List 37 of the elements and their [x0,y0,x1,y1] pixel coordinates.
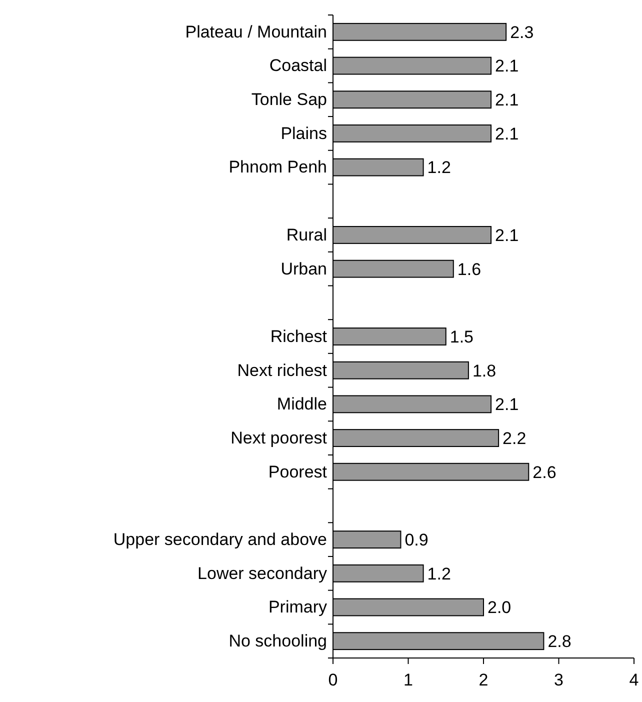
data-label: 2.1 [495,90,519,110]
data-label: 2.1 [495,226,519,245]
y-tick-label: Plains [280,124,327,143]
data-label: 1.8 [472,361,496,380]
x-tick-label: 1 [404,670,413,690]
data-label: 2.3 [510,22,534,42]
y-tick-label: Upper secondary and above [113,530,327,549]
data-label: 2.1 [495,56,519,76]
y-tick-label: Middle [276,394,327,414]
y-tick-label: Plateau / Mountain [185,22,327,42]
y-tick-label: Next richest [237,360,328,380]
y-tick-label: Tonle Sap [251,90,327,110]
y-tick-label: No schooling [228,632,327,651]
x-tick-label: 3 [554,670,564,690]
y-tick-label: Richest [270,326,328,346]
data-label: 2.8 [548,632,572,652]
x-tick-label: 0 [328,670,338,690]
y-tick-label: Primary [268,598,328,617]
data-label: 2.0 [488,598,512,618]
y-tick-label: Urban [280,259,327,278]
y-tick-label: Rural [286,225,327,244]
x-tick-label: 4 [629,670,639,690]
data-label: 2.1 [495,395,519,414]
y-tick-label: Phnom Penh [228,158,327,177]
data-label: 1.6 [457,260,482,279]
data-label: 1.2 [427,564,451,584]
y-tick-label: Poorest [268,462,328,482]
data-label: 2.1 [495,124,519,144]
data-label: 2.2 [502,428,526,448]
data-label: 1.2 [427,158,451,178]
data-label: 1.5 [450,327,474,346]
y-tick-label: Next poorest [230,428,328,448]
y-tick-label: Lower secondary [198,564,328,583]
x-tick-label: 2 [478,670,488,690]
data-label: 2.6 [532,462,556,482]
data-label: 0.9 [404,530,428,550]
y-tick-label: Coastal [269,56,327,76]
